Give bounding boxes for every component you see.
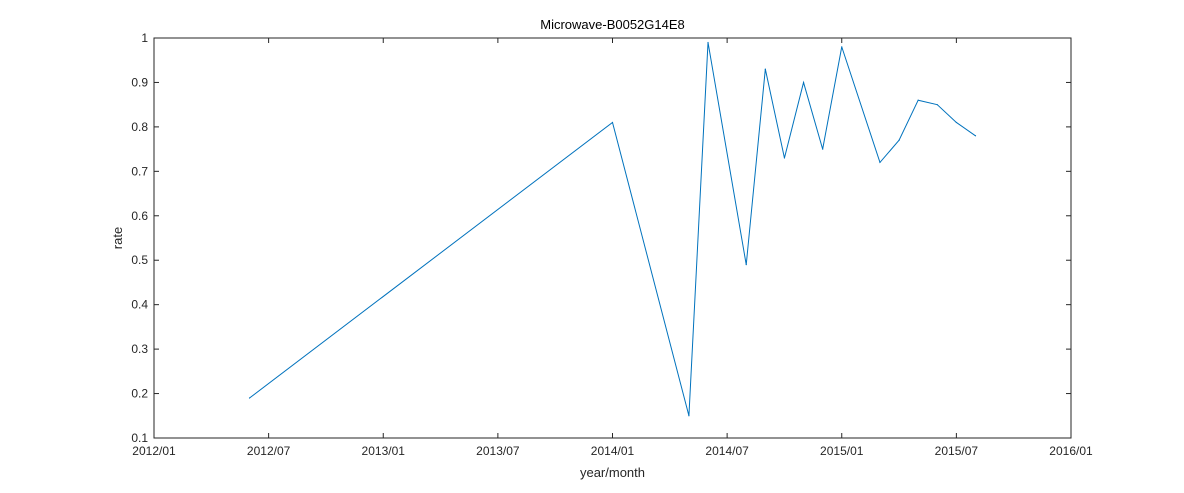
plot-area: 2012/01 2012/07 2013/01 2013/07 2014/01 2014/…	[131, 31, 1093, 458]
y-tick-label: 0.2	[131, 387, 148, 401]
y-tick-label: 0.6	[131, 209, 148, 223]
y-tick-label: 0.3	[131, 342, 148, 356]
series-line	[249, 42, 976, 416]
data-point	[611, 121, 614, 124]
data-point	[936, 104, 938, 106]
x-tick-label: 2014/07	[705, 444, 749, 458]
data-point	[898, 139, 900, 141]
data-point	[707, 41, 709, 44]
series-layer	[248, 41, 977, 417]
data-point	[688, 415, 690, 417]
y-tick-label: 1	[141, 31, 148, 45]
y-tick-label: 0.9	[131, 75, 148, 89]
data-point	[783, 157, 786, 159]
x-tick-label: 2015/07	[935, 444, 979, 458]
y-axis-label: rate	[110, 227, 125, 249]
x-tick-label: 2013/01	[362, 444, 406, 458]
x-tick-label: 2012/07	[247, 444, 291, 458]
data-point	[955, 121, 957, 124]
x-axis-label: year/month	[580, 465, 645, 480]
y-tick-label: 0.8	[131, 120, 148, 134]
x-tick-label: 2012/01	[132, 444, 176, 458]
data-point	[974, 135, 977, 137]
x-tick-label: 2014/01	[591, 444, 635, 458]
data-point	[802, 81, 805, 84]
y-tick-label: 0.1	[131, 431, 148, 445]
y-tick-label: 0.4	[131, 298, 148, 312]
y-tick-label: 0.5	[131, 253, 148, 267]
data-point	[841, 46, 843, 48]
data-point	[917, 99, 919, 101]
y-axis: 0.1 0.2 0.3 0.4 0.5 0.6 0.7 0.8 0.9 1	[131, 31, 1071, 445]
x-tick-label: 2013/07	[476, 444, 520, 458]
data-point	[248, 397, 251, 399]
x-axis: 2012/01 2012/07 2013/01 2013/07 2014/01 2014/…	[132, 38, 1093, 458]
data-point	[764, 68, 766, 70]
data-point	[879, 161, 881, 164]
data-point	[745, 264, 747, 266]
x-tick-label: 2015/01	[820, 444, 864, 458]
axes-box	[153, 37, 1072, 439]
data-point	[822, 148, 824, 150]
x-tick-label: 2016/01	[1049, 444, 1093, 458]
chart-title: Microwave-B0052G14E8	[540, 17, 685, 32]
y-tick-label: 0.7	[131, 164, 148, 178]
